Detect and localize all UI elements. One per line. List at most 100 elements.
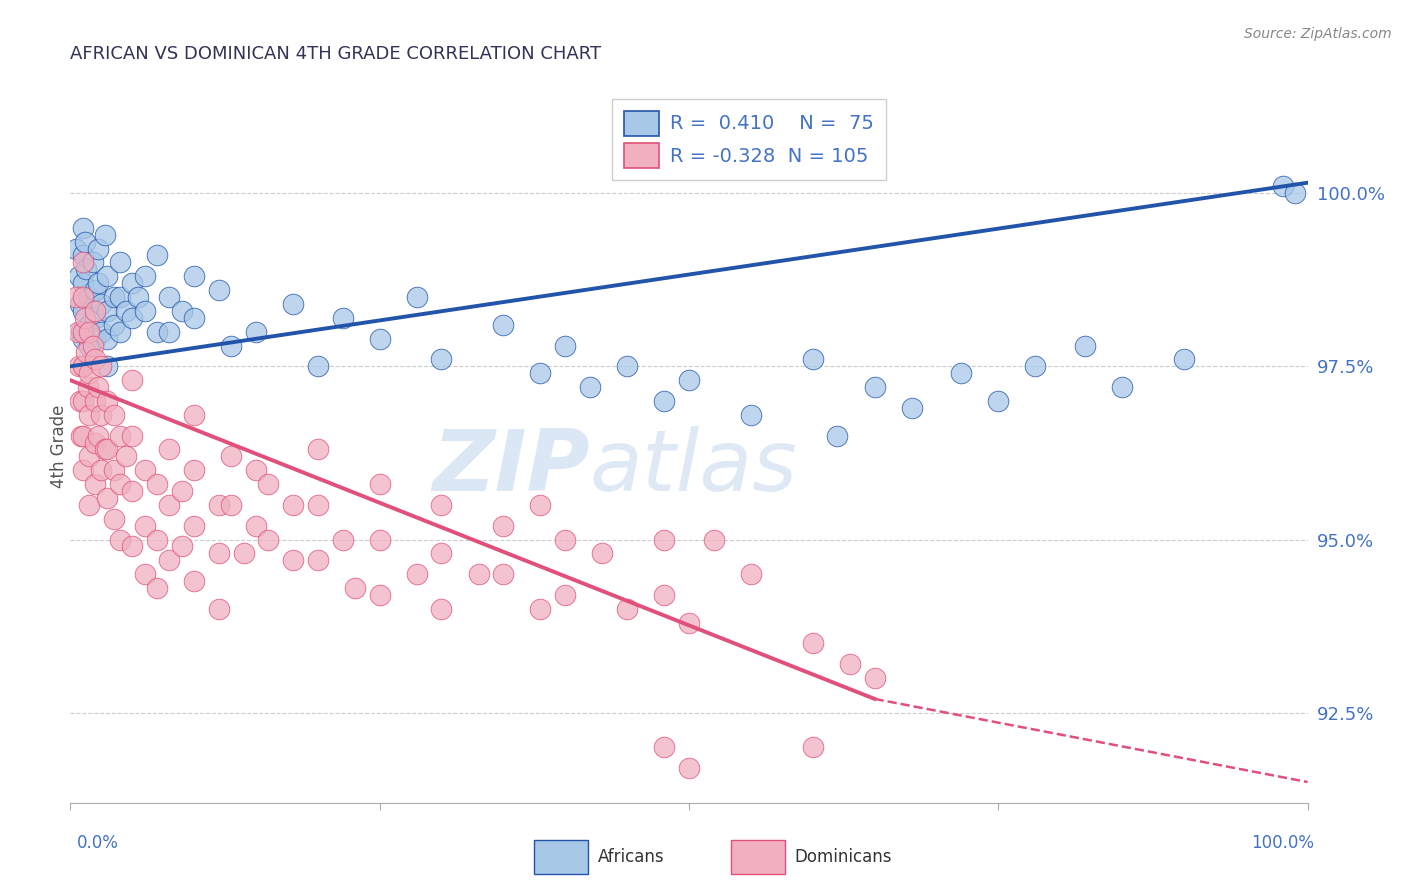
- Point: [90, 408, 112, 422]
- Point: [72, 394, 94, 409]
- Point: [77, 290, 100, 304]
- Point: [121, 483, 143, 498]
- Point: [467, 567, 489, 582]
- Point: [121, 428, 143, 442]
- Point: [108, 255, 131, 269]
- Point: [103, 408, 125, 422]
- Point: [76, 380, 98, 394]
- Point: [430, 352, 453, 367]
- Point: [1024, 359, 1046, 374]
- Point: [257, 533, 280, 547]
- Point: [96, 442, 118, 457]
- Point: [208, 283, 231, 297]
- Point: [121, 310, 143, 325]
- Point: [430, 546, 453, 560]
- Point: [232, 546, 254, 560]
- Point: [368, 477, 391, 491]
- Point: [84, 283, 107, 297]
- Point: [616, 602, 638, 616]
- Point: [72, 359, 94, 374]
- Point: [838, 657, 860, 672]
- Point: [72, 276, 94, 290]
- Point: [307, 442, 329, 457]
- Point: [157, 498, 180, 512]
- Point: [987, 394, 1010, 409]
- Point: [257, 477, 280, 491]
- Point: [219, 450, 242, 464]
- Point: [368, 332, 391, 346]
- Point: [108, 533, 131, 547]
- Point: [69, 297, 91, 311]
- Point: [1271, 179, 1294, 194]
- Point: [115, 450, 138, 464]
- Point: [72, 428, 94, 442]
- Point: [96, 269, 118, 284]
- Point: [103, 512, 125, 526]
- Point: [77, 318, 100, 332]
- Point: [245, 325, 267, 339]
- Point: [82, 338, 104, 352]
- Text: 100.0%: 100.0%: [1251, 834, 1315, 852]
- Point: [492, 567, 515, 582]
- Point: [529, 602, 551, 616]
- Point: [84, 394, 107, 409]
- Point: [183, 408, 205, 422]
- Point: [77, 408, 100, 422]
- Point: [678, 761, 700, 775]
- Point: [121, 276, 143, 290]
- Point: [65, 290, 87, 304]
- Point: [307, 553, 329, 567]
- Point: [77, 498, 100, 512]
- Point: [134, 269, 156, 284]
- Point: [108, 325, 131, 339]
- Point: [219, 338, 242, 352]
- Point: [66, 325, 89, 339]
- Point: [146, 248, 169, 262]
- Point: [827, 428, 849, 442]
- Point: [146, 581, 169, 595]
- Point: [740, 408, 762, 422]
- Point: [554, 588, 576, 602]
- Point: [77, 325, 100, 339]
- Point: [72, 332, 94, 346]
- Point: [245, 518, 267, 533]
- Point: [86, 428, 108, 442]
- Point: [72, 359, 94, 374]
- Point: [72, 304, 94, 318]
- Point: [652, 394, 675, 409]
- Point: [554, 533, 576, 547]
- Point: [157, 442, 180, 457]
- Point: [183, 518, 205, 533]
- Point: [208, 546, 231, 560]
- Point: [84, 310, 107, 325]
- Point: [75, 262, 97, 277]
- Point: [67, 269, 90, 284]
- Point: [170, 483, 193, 498]
- Point: [492, 318, 515, 332]
- Point: [863, 671, 886, 685]
- Point: [579, 380, 602, 394]
- Point: [90, 325, 112, 339]
- Point: [183, 574, 205, 588]
- Text: ZIP: ZIP: [432, 425, 591, 509]
- Point: [90, 463, 112, 477]
- Point: [75, 345, 97, 359]
- Point: [801, 636, 824, 650]
- Point: [405, 567, 427, 582]
- Point: [96, 332, 118, 346]
- Point: [183, 463, 205, 477]
- Point: [134, 567, 156, 582]
- Point: [703, 533, 725, 547]
- Point: [430, 498, 453, 512]
- Point: [368, 533, 391, 547]
- Point: [281, 498, 304, 512]
- Point: [86, 276, 108, 290]
- Point: [96, 304, 118, 318]
- Point: [70, 325, 93, 339]
- Point: [127, 290, 149, 304]
- Point: [134, 518, 156, 533]
- Point: [72, 463, 94, 477]
- Point: [801, 352, 824, 367]
- Point: [67, 359, 90, 374]
- Point: [75, 235, 97, 249]
